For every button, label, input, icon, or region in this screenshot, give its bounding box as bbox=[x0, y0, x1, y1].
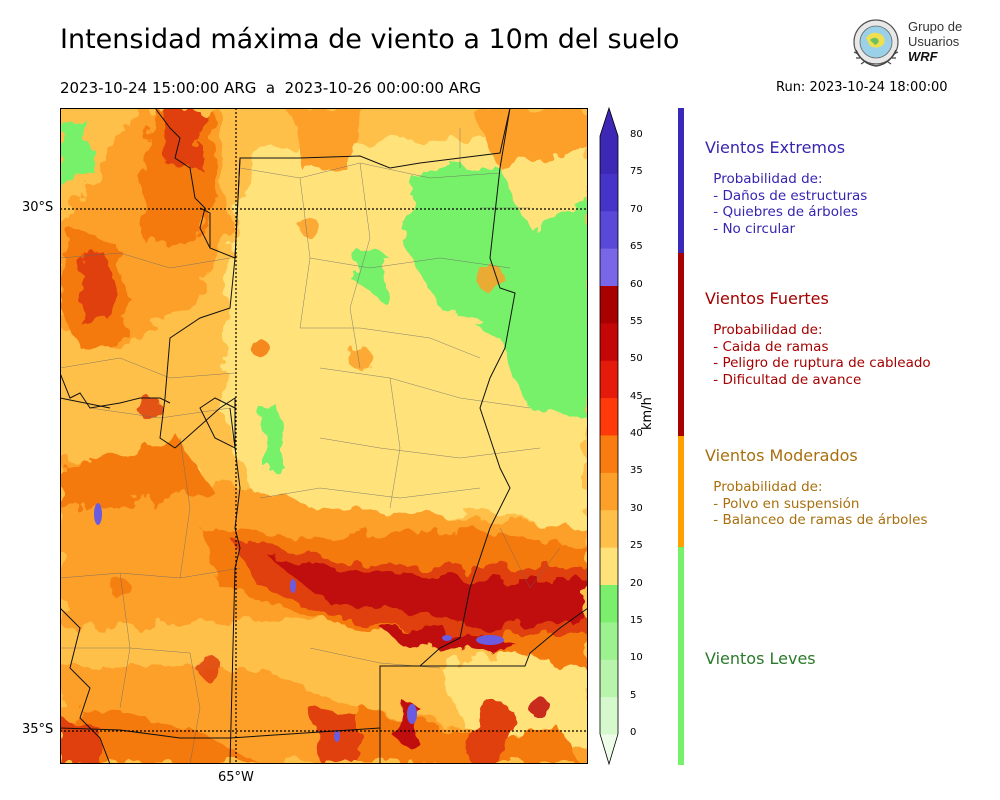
band-leves bbox=[678, 547, 684, 765]
colorbar-tick-label: 25 bbox=[630, 540, 643, 552]
category-title-extremos: Vientos Extremos bbox=[705, 138, 846, 157]
colorbar-tick-label: 55 bbox=[630, 315, 643, 327]
colorbar-segment bbox=[600, 173, 618, 212]
colorbar-unit: km/h bbox=[640, 397, 655, 430]
wind-map bbox=[60, 108, 588, 764]
colorbar-segment bbox=[600, 285, 618, 324]
colorbar-tick-label: 15 bbox=[630, 614, 643, 626]
colorbar-tick-label: 30 bbox=[630, 502, 643, 514]
category-body-extremos: Probabilidad de: - Daños de estructuras … bbox=[713, 171, 868, 237]
colorbar-tick-label: 10 bbox=[630, 652, 643, 664]
colorbar-tick-label: 40 bbox=[630, 428, 643, 439]
category-title-leves: Vientos Leves bbox=[705, 649, 816, 668]
wrf-logo: Grupo de Usuarios WRF bbox=[848, 16, 968, 72]
colorbar-segment bbox=[600, 360, 618, 399]
colorbar-segment bbox=[600, 509, 618, 548]
colorbar-segment bbox=[600, 696, 618, 735]
colorbar bbox=[599, 106, 619, 766]
colorbar-segment bbox=[600, 136, 618, 174]
colorbar-tick-label: 0 bbox=[630, 727, 637, 738]
category-body-fuertes: Probabilidad de: - Caida de ramas - Peli… bbox=[713, 322, 931, 388]
category-title-moderados: Vientos Moderados bbox=[705, 446, 858, 465]
colorbar-tick-label: 65 bbox=[630, 241, 643, 253]
colorbar-tick-label: 80 bbox=[630, 129, 643, 140]
category-title-fuertes: Vientos Fuertes bbox=[705, 289, 829, 308]
colorbar-segment bbox=[600, 397, 618, 436]
colorbar-segment bbox=[600, 472, 618, 511]
colorbar-tick-label: 5 bbox=[630, 689, 637, 701]
category-body-moderados: Probabilidad de: - Polvo en suspensión -… bbox=[713, 479, 928, 528]
colorbar-segment bbox=[600, 210, 618, 249]
colorbar-extend-low bbox=[600, 734, 618, 764]
band-moderados bbox=[678, 436, 684, 547]
logo-line-1: Grupo de bbox=[908, 19, 963, 34]
forecast-period: 2023-10-24 15:00:00 ARG a 2023-10-26 00:… bbox=[60, 79, 482, 97]
colorbar-segment bbox=[600, 435, 618, 473]
colorbar-tick-label: 60 bbox=[630, 278, 643, 290]
colorbar-segment bbox=[600, 659, 618, 698]
wind-field bbox=[60, 108, 588, 764]
colorbar-tick-label: 45 bbox=[630, 390, 643, 402]
colorbar-segment bbox=[600, 248, 618, 286]
lat-label-35s: 35°S bbox=[22, 722, 54, 737]
colorbar-segment bbox=[600, 584, 618, 623]
lon-label-65w: 65°W bbox=[218, 770, 254, 785]
chart-title: Intensidad máxima de viento a 10m del su… bbox=[60, 24, 680, 55]
colorbar-segment bbox=[600, 322, 618, 361]
lat-label-30s: 30°S bbox=[22, 200, 54, 215]
colorbar-tick-label: 75 bbox=[630, 166, 643, 178]
colorbar-tick-label: 35 bbox=[630, 465, 643, 477]
colorbar-segment bbox=[600, 547, 618, 585]
colorbar-extend-high bbox=[600, 108, 618, 136]
globe-icon bbox=[853, 19, 899, 67]
colorbar-tick-label: 50 bbox=[630, 353, 643, 365]
logo-line-3: WRF bbox=[908, 49, 938, 64]
band-extremos bbox=[678, 108, 684, 253]
logo-line-2: Usuarios bbox=[908, 34, 960, 49]
band-fuertes bbox=[678, 253, 684, 436]
run-timestamp: Run: 2023-10-24 18:00:00 bbox=[776, 80, 948, 95]
colorbar-tick-label: 20 bbox=[630, 577, 643, 589]
colorbar-segment bbox=[600, 621, 618, 660]
colorbar-tick-label: 70 bbox=[630, 203, 643, 215]
